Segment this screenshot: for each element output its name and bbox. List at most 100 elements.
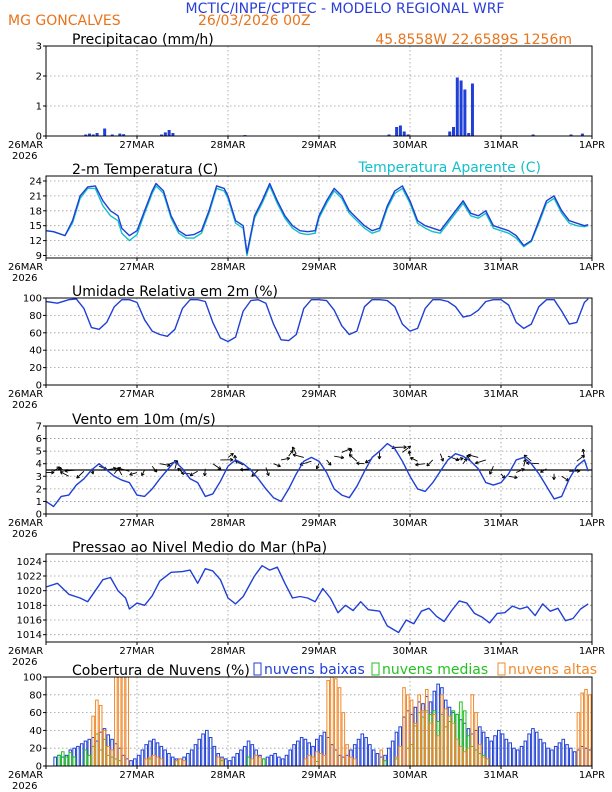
precip-bar [531,134,535,136]
precip-bar [569,134,573,136]
precip-bar [95,133,99,136]
wind-vector-head [286,456,290,461]
wind-vector [159,463,171,467]
wind-vector [455,457,464,461]
cloud-bar-green [87,754,92,767]
legend-label: nuvens medias [382,662,488,678]
wind-vector [410,457,418,462]
precip-bar [167,130,171,136]
cloud-bar-blue [170,756,175,767]
precip-bar [406,134,410,136]
wind-vector-head [229,457,234,462]
x-tick-label: 31MAR [483,646,518,657]
cloud-bar-blue [553,745,558,767]
wind-vector-head [514,475,518,480]
precip-bar [580,133,584,136]
cloud-bar-blue [356,738,361,767]
wind-vector [326,459,332,466]
y-tick-label: 80 [29,311,42,322]
legend-label: nuvens baixas [264,662,365,678]
x-tick-label: 29MAR [301,389,336,400]
cloud-bar-orange [110,749,114,767]
x-tick-label-first: 26MAR [8,262,43,273]
cloud-bar-orange [352,758,357,767]
wind-vector-head [364,459,369,464]
x-tick-label: 27MAR [119,646,154,657]
cloud-bar-orange [333,678,338,767]
cloud-bar-blue [280,758,285,767]
cloud-bar-blue [288,749,293,767]
legend-label: nuvens altas [508,662,597,678]
wind-vector-head [251,473,255,477]
cloud-bar-blue [186,753,190,767]
wind-vector [212,463,222,470]
panel-title: 2-m Temperatura (C) [72,162,218,178]
cloud-bar-orange [436,735,440,767]
cloud-bar-blue [212,745,217,767]
x-tick-label: 31MAR [483,389,518,400]
wind-vector-head [180,471,185,476]
cloud-bar-blue [208,737,213,767]
cloud-bar-orange [220,758,224,767]
legend-swatch [497,662,506,676]
x-tick-label: 31MAR [483,140,518,151]
y-tick-label: 60 [29,708,42,719]
x-tick-label: 30MAR [392,646,427,657]
x-tick-label-first: 26MAR [8,389,43,400]
cloud-bar-blue [239,749,243,767]
legend-apparent-temp: Temperatura Aparente (C) [357,160,541,176]
cloud-bar-orange [254,754,258,767]
wind-vector [468,454,479,458]
wind-vector [316,463,320,470]
precip-bar [448,131,452,136]
y-tick-label: 9 [36,251,42,262]
wind-vector [402,445,411,453]
x-tick-label: 28MAR [210,770,245,781]
wind-vector [141,469,145,476]
cloud-bar-orange [98,704,103,767]
wind-vector [235,460,244,466]
x-tick-label: 28MAR [210,518,245,529]
y-tick-label: 1 [36,497,42,508]
x-tick-label: 1APR [579,389,605,400]
cloud-bar-blue [368,744,372,767]
wind-vector [265,467,270,476]
y-tick-label: 1022 [17,572,42,583]
wind-vector [292,454,304,458]
wind-vector [582,449,585,458]
cloud-bar-blue [500,733,505,767]
wind-vector [189,470,198,476]
cloud-bar-orange [478,744,482,767]
wind-vector [576,454,585,462]
cloud-bar-blue [140,749,145,767]
wind-vector-head [189,472,194,476]
cloud-bar-blue [512,747,516,767]
wind-vector-head [141,472,145,477]
wind-vector [227,453,234,458]
x-tick-label-year: 2026 [12,273,37,284]
wind-vector-head [129,472,133,476]
y-tick-label: 7 [36,422,42,433]
cloud-bar-blue [508,742,512,767]
x-tick-label: 27MAR [119,262,154,273]
wind-vector-head [356,461,360,466]
y-tick-label: 1020 [17,586,42,597]
cloud-bar-blue [273,753,277,767]
wind-vector-head [552,476,556,480]
wind-vector [60,471,69,477]
precip-bar [459,80,463,136]
wind-vector-head [489,471,493,475]
cloud-bar-orange [330,676,334,767]
precip-bar [395,127,399,136]
y-tick-label: 18 [29,206,42,217]
cloud-bar-blue [79,743,84,767]
precip-bar [452,127,455,136]
x-tick-label: 30MAR [392,262,427,273]
y-tick-label: 0 [36,381,42,392]
precip-bar [110,134,114,136]
x-tick-label: 28MAR [210,140,245,151]
wind-vector [76,470,85,479]
x-tick-label-year: 2026 [12,400,37,411]
